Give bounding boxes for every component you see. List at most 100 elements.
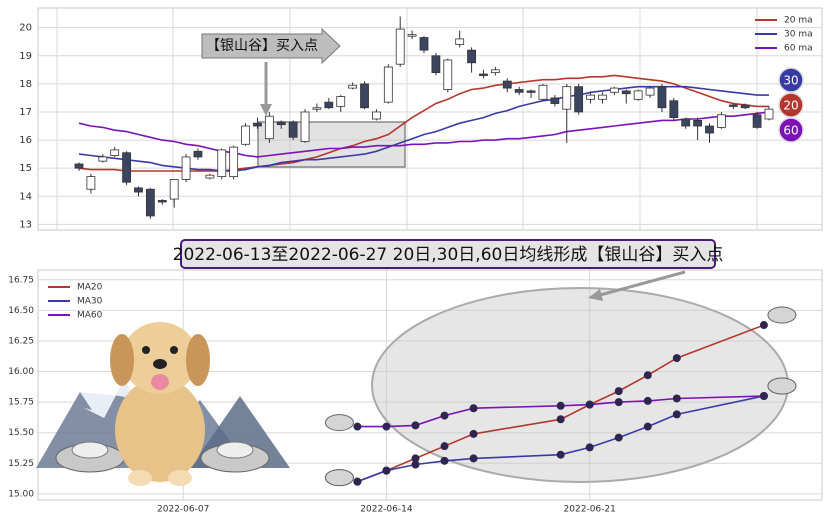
point (672, 410, 681, 419)
y-tick-label: 17 (19, 107, 32, 118)
legend-label: 30 ma (784, 30, 813, 40)
point (382, 466, 391, 475)
candle-body (431, 55, 441, 74)
dog-eye (170, 346, 178, 354)
point (353, 477, 362, 486)
candle-body (502, 80, 512, 89)
point (469, 454, 478, 463)
candle-body (455, 38, 465, 45)
candle-body (253, 122, 262, 127)
badge-circle (778, 67, 804, 93)
candle-body (74, 163, 84, 169)
legend-label: MA60 (77, 311, 103, 321)
legend-label: 20 ma (784, 16, 813, 26)
point (672, 394, 681, 403)
candle-body (598, 94, 607, 100)
dog-paw (168, 470, 192, 486)
candle-body (288, 121, 298, 138)
candle-body (264, 115, 274, 140)
candle-body (752, 114, 762, 128)
annotation-text: 【银山谷】买入点 (206, 38, 318, 54)
candle-body (586, 94, 595, 100)
candle-body (621, 90, 631, 95)
point (469, 429, 478, 438)
x-tick-label: 2022-06-14 (360, 505, 413, 515)
point (759, 321, 768, 330)
dog-paw (128, 470, 152, 486)
candle-body (562, 86, 572, 110)
point (643, 422, 652, 431)
candle-body (383, 66, 393, 103)
candle-body (740, 104, 750, 109)
candle-body (181, 156, 191, 180)
candle-body (514, 89, 524, 93)
point (556, 450, 565, 459)
y-tick-label: 15 (19, 163, 32, 174)
y-tick-label: 14 (19, 191, 32, 202)
candle-body (145, 188, 155, 217)
candle-body (526, 90, 536, 93)
candle-body (538, 84, 548, 100)
candle-body (110, 149, 120, 156)
y-tick-label: 19 (19, 51, 32, 62)
point (614, 387, 623, 396)
banner-text: 2022-06-13至2022-06-27 20日,30日,60日均线形成【银山… (173, 245, 724, 265)
point (556, 415, 565, 424)
candle-body (169, 179, 179, 200)
y-tick-label: 15.50 (8, 428, 34, 438)
point (759, 392, 768, 401)
point (469, 404, 478, 413)
top-chart: 13 14 15 16 17 18 19 20 【银山谷】买入点 30 20 60 20 ma 30 ma… (19, 8, 822, 230)
candle-body (217, 149, 227, 178)
y-tick-label: 15.00 (8, 489, 34, 499)
candle-body (764, 108, 774, 120)
ingot-icon (324, 414, 354, 432)
annotation-arrowhead (260, 104, 272, 116)
point (440, 442, 449, 451)
y-tick-label: 16.25 (8, 336, 34, 346)
y-tick-label: 15.75 (8, 398, 34, 408)
candle-body (134, 187, 143, 193)
point (614, 398, 623, 407)
y-tick-label: 16.75 (8, 275, 34, 285)
annotation-box (201, 27, 341, 65)
candle-body (324, 101, 334, 109)
candle-body (395, 28, 405, 65)
ingot-top (71, 441, 109, 459)
point (643, 371, 652, 380)
candle-body (657, 86, 667, 109)
candle-body (372, 111, 381, 120)
candle-body (193, 150, 203, 158)
candle-body (312, 107, 322, 110)
ma-line (78, 111, 770, 158)
ma-line (78, 74, 769, 172)
point (411, 460, 420, 469)
point (382, 422, 391, 431)
candle-body (157, 200, 167, 203)
candle-body (419, 37, 429, 51)
candle-body (669, 100, 679, 118)
x-tick-label: 2022-06-07 (157, 505, 209, 515)
candle-body (633, 90, 643, 100)
candle-body (122, 152, 131, 183)
y-tick-label: 16 (19, 135, 32, 146)
dog-body (115, 378, 205, 482)
mountain-snow (80, 380, 136, 418)
candle-body (490, 69, 500, 74)
candle-body (479, 73, 488, 76)
candle-body (609, 87, 619, 93)
dog-tongue (151, 374, 169, 390)
badge-label: 60 (783, 124, 798, 138)
candle-body (360, 83, 369, 109)
candle-body (574, 86, 584, 113)
point (672, 354, 681, 363)
ingot-icon (324, 469, 354, 487)
bottom-chart: 15.00 15.25 15.50 15.75 16.00 16.25 16.50 16.75… (8, 270, 822, 515)
ingot-icon (767, 306, 797, 324)
dog-nose (153, 359, 167, 369)
pointer-arrow (599, 270, 686, 297)
candle-body (681, 118, 691, 127)
point (585, 443, 594, 452)
dog-head (122, 322, 198, 394)
